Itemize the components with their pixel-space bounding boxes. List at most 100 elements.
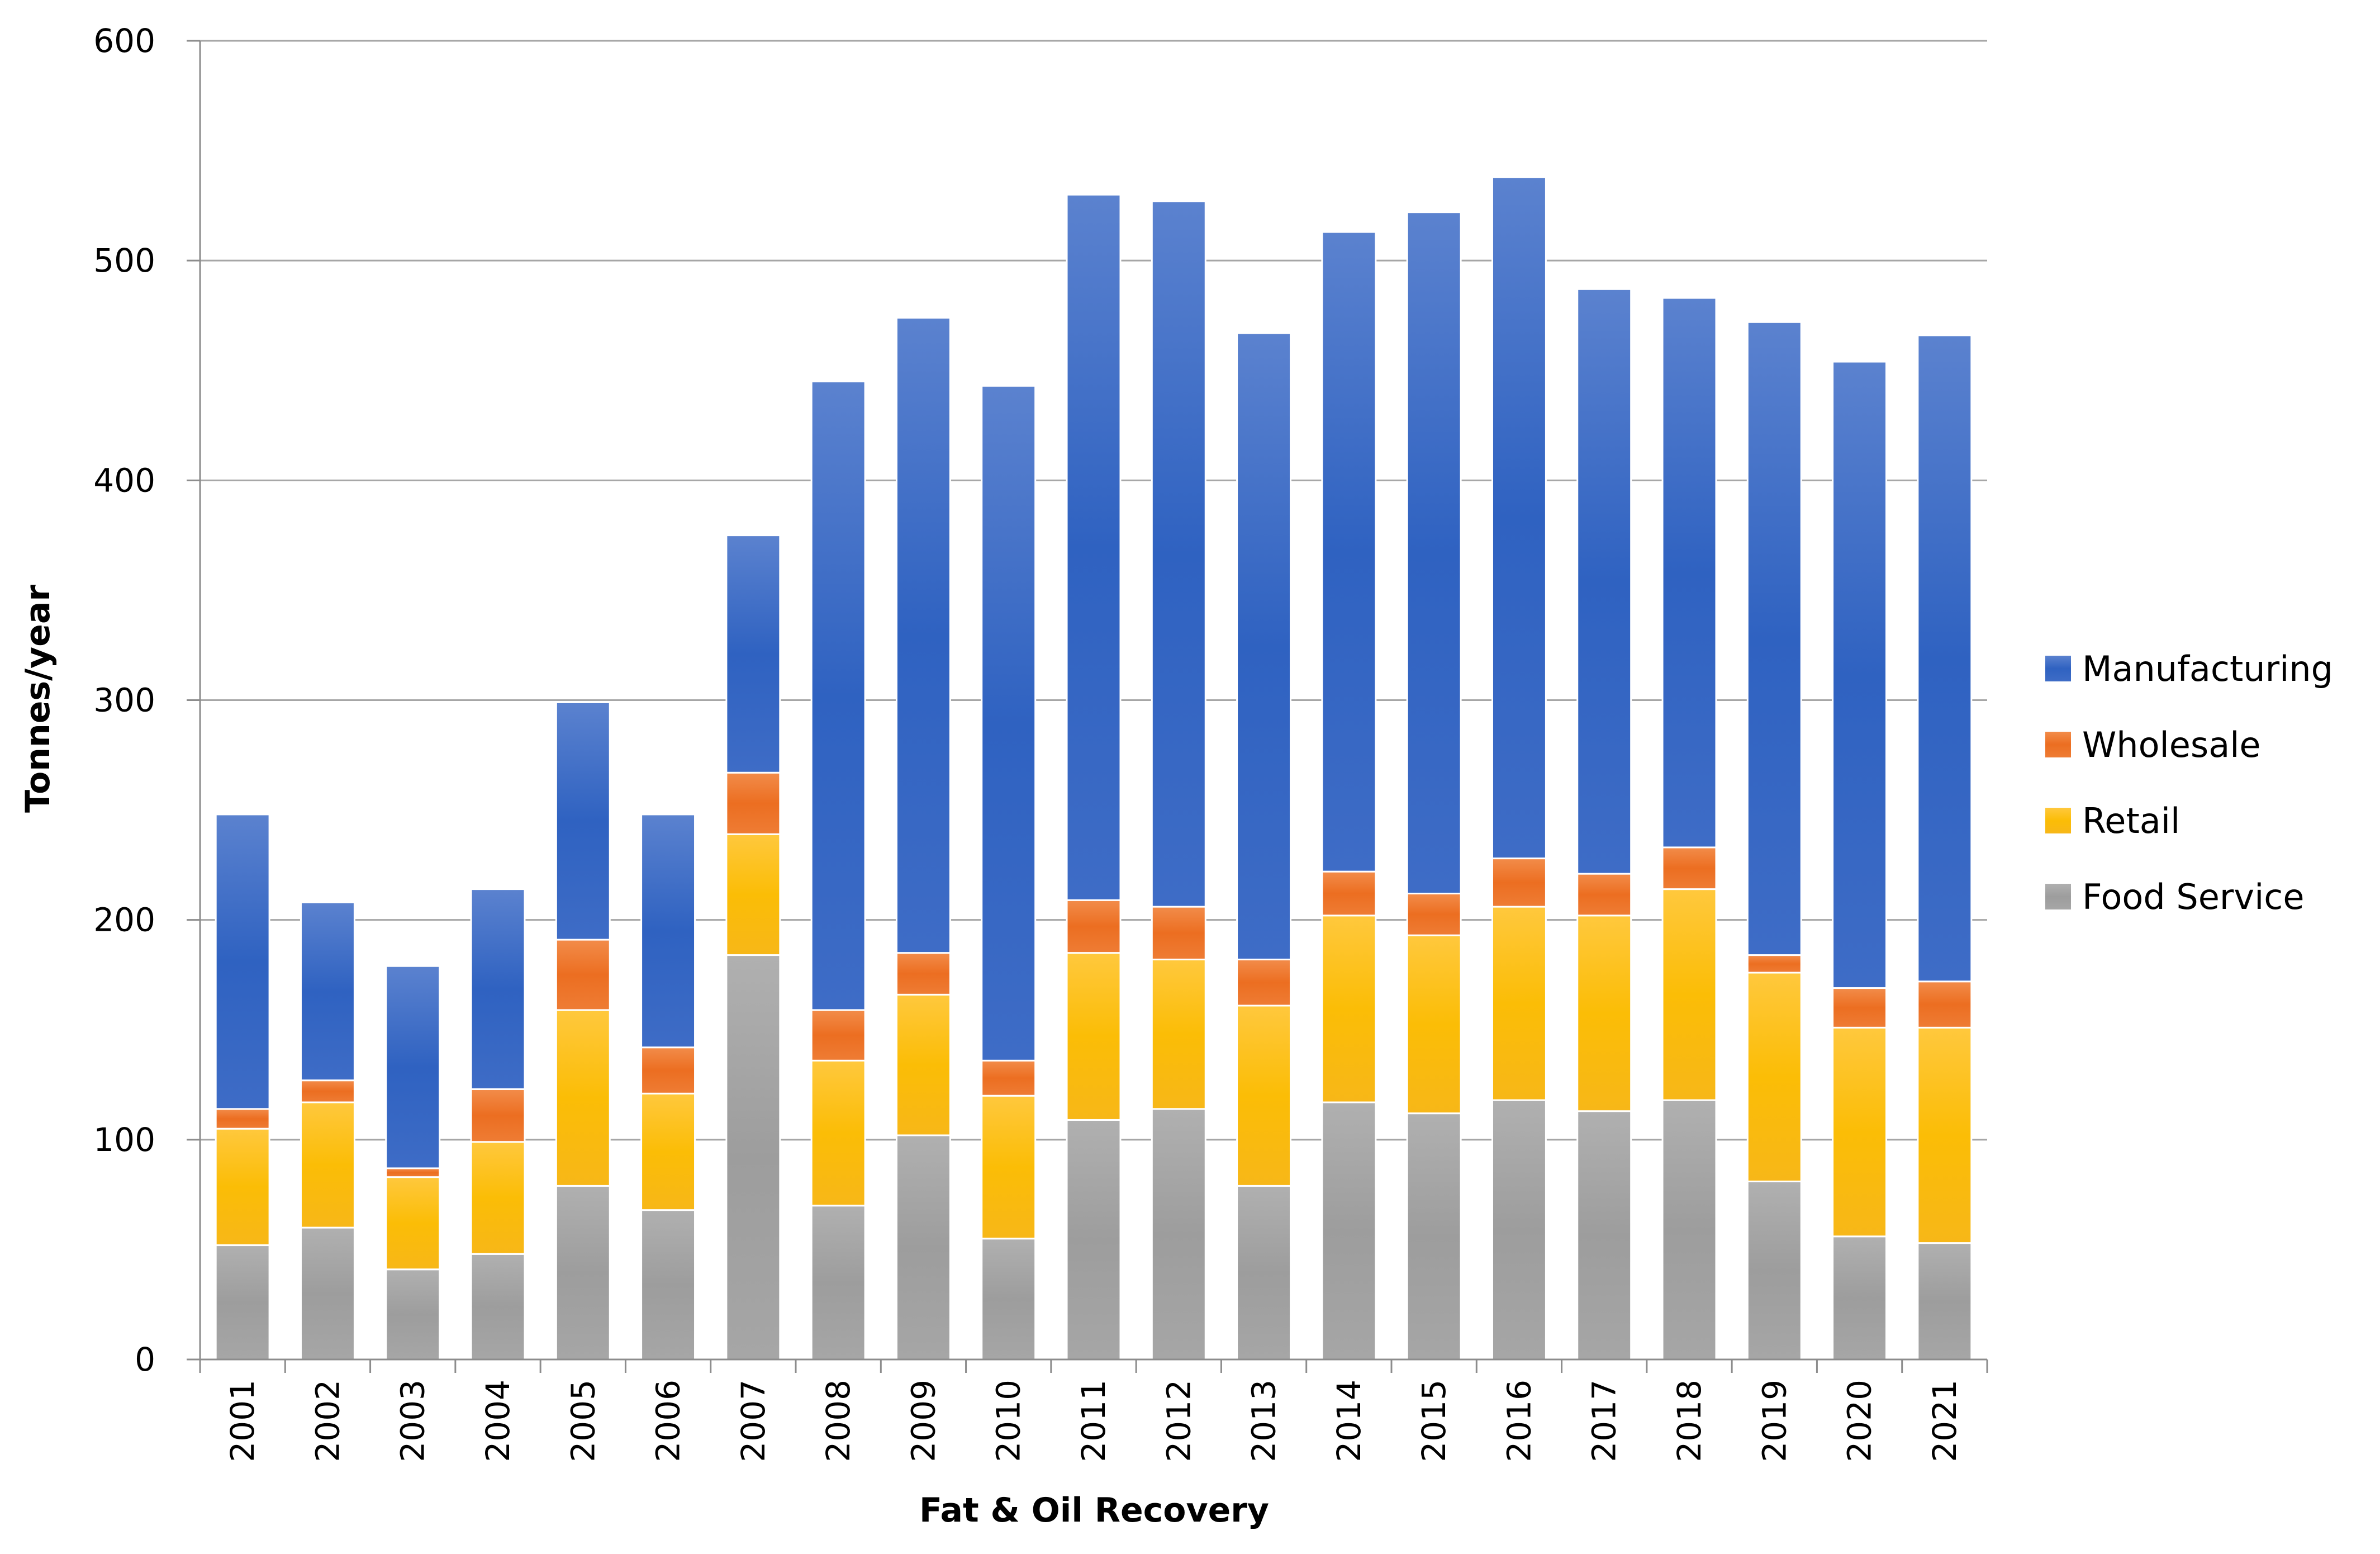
bar-manufacturing-2006 [640, 813, 696, 1049]
bar-food-service-2012 [1151, 1108, 1206, 1361]
bar-retail-2017 [1576, 915, 1632, 1112]
bar-retail-2008 [810, 1059, 866, 1207]
bar-manufacturing-2014 [1321, 231, 1377, 873]
y-tick-label: 400 [93, 461, 155, 499]
bar-manufacturing-2002 [300, 901, 355, 1082]
bar-food-service-2008 [810, 1205, 866, 1361]
bar-manufacturing-2007 [725, 534, 781, 774]
bar-food-service-2016 [1491, 1099, 1547, 1361]
legend-label-food-service: Food Service [2082, 877, 2305, 917]
bar-manufacturing-2004 [470, 888, 526, 1090]
bar-retail-2009 [895, 993, 951, 1136]
bar-food-service-2004 [470, 1253, 526, 1361]
x-tick-label: 2013 [1245, 1380, 1283, 1462]
x-tick-label: 2012 [1160, 1380, 1198, 1462]
bar-food-service-2011 [1066, 1119, 1122, 1361]
bar-retail-2010 [981, 1095, 1037, 1240]
bars [215, 176, 1973, 1361]
bar-wholesale-2018 [1661, 846, 1717, 890]
bar-retail-2002 [300, 1101, 355, 1229]
bar-retail-2015 [1406, 934, 1462, 1115]
x-tick-label: 2004 [479, 1380, 517, 1462]
x-tick-label: 2021 [1926, 1380, 1964, 1462]
bar-food-service-2006 [640, 1209, 696, 1361]
bar-food-service-2010 [981, 1238, 1037, 1361]
x-tick-label: 2010 [990, 1380, 1028, 1462]
x-tick-label: 2019 [1755, 1380, 1793, 1462]
bar-food-service-2002 [300, 1226, 355, 1361]
y-tick-label: 500 [93, 241, 155, 279]
bar-manufacturing-2021 [1917, 334, 1973, 983]
bar-retail-2014 [1321, 915, 1377, 1103]
bar-manufacturing-2018 [1661, 297, 1717, 849]
bar-wholesale-2021 [1917, 980, 1973, 1029]
bar-retail-2020 [1832, 1026, 1888, 1238]
bar-wholesale-2011 [1066, 899, 1122, 954]
bar-retail-2005 [555, 1009, 611, 1187]
bar-manufacturing-2009 [895, 316, 951, 954]
bar-manufacturing-2013 [1236, 332, 1292, 960]
x-tick-label: 2009 [904, 1380, 942, 1462]
bar-retail-2012 [1151, 958, 1206, 1110]
x-tick-label: 2003 [394, 1380, 432, 1462]
bar-retail-2013 [1236, 1005, 1292, 1187]
bar-wholesale-2006 [640, 1046, 696, 1095]
bar-wholesale-2001 [215, 1108, 270, 1130]
x-tick-label: 2016 [1500, 1380, 1538, 1462]
bar-wholesale-2016 [1491, 857, 1547, 908]
bar-food-service-2007 [725, 954, 781, 1361]
bar-food-service-2020 [1832, 1235, 1888, 1361]
x-tick-label: 2020 [1841, 1380, 1879, 1462]
bar-wholesale-2005 [555, 939, 611, 1011]
bar-food-service-2015 [1406, 1112, 1462, 1361]
bar-manufacturing-2012 [1151, 200, 1206, 908]
y-tick-label: 200 [93, 901, 155, 939]
bar-food-service-2021 [1917, 1242, 1973, 1361]
bar-manufacturing-2005 [555, 701, 611, 941]
bar-food-service-2014 [1321, 1101, 1377, 1361]
legend: Manufacturing Wholesale Retail Food Service [2045, 648, 2333, 917]
bar-manufacturing-2015 [1406, 211, 1462, 894]
bar-food-service-2017 [1576, 1110, 1632, 1361]
bar-manufacturing-2011 [1066, 193, 1122, 901]
bar-manufacturing-2019 [1746, 321, 1802, 956]
bar-manufacturing-2016 [1491, 176, 1547, 860]
bar-food-service-2003 [385, 1268, 441, 1361]
y-tick-label: 300 [93, 681, 155, 719]
bar-food-service-2018 [1661, 1099, 1717, 1361]
bar-retail-2006 [640, 1092, 696, 1211]
x-tick-label: 2017 [1585, 1380, 1623, 1462]
bar-food-service-2013 [1236, 1185, 1292, 1361]
bar-wholesale-2004 [470, 1088, 526, 1143]
bar-retail-2016 [1491, 906, 1547, 1101]
bar-manufacturing-2010 [981, 385, 1037, 1062]
bar-food-service-2019 [1746, 1181, 1802, 1361]
bar-wholesale-2013 [1236, 958, 1292, 1007]
legend-swatch-manufacturing [2045, 656, 2071, 681]
bar-retail-2007 [725, 833, 781, 956]
bar-retail-2019 [1746, 972, 1802, 1183]
bar-retail-2003 [385, 1176, 441, 1271]
bar-wholesale-2017 [1576, 873, 1632, 917]
bar-wholesale-2009 [895, 952, 951, 996]
y-tick-label: 600 [93, 22, 155, 60]
x-tick-label: 2015 [1415, 1380, 1453, 1462]
legend-label-manufacturing: Manufacturing [2082, 648, 2333, 689]
x-tick-label: 2008 [819, 1380, 857, 1462]
bar-food-service-2005 [555, 1185, 611, 1361]
x-tick-label: 2014 [1330, 1380, 1368, 1462]
bar-wholesale-2020 [1832, 987, 1888, 1029]
y-axis-ticks: 0 100 200 300 400 500 600 [93, 22, 200, 1378]
bar-wholesale-2010 [981, 1059, 1037, 1097]
bar-manufacturing-2003 [385, 965, 441, 1169]
bar-food-service-2009 [895, 1134, 951, 1361]
bar-wholesale-2019 [1746, 954, 1802, 974]
x-tick-label: 2002 [308, 1380, 346, 1462]
legend-swatch-food-service [2045, 884, 2071, 909]
bar-manufacturing-2020 [1832, 361, 1888, 989]
x-axis-title: Fat & Oil Recovery [919, 1491, 1269, 1530]
bar-retail-2021 [1917, 1026, 1973, 1244]
legend-label-retail: Retail [2082, 800, 2180, 841]
y-tick-label: 0 [135, 1340, 155, 1378]
